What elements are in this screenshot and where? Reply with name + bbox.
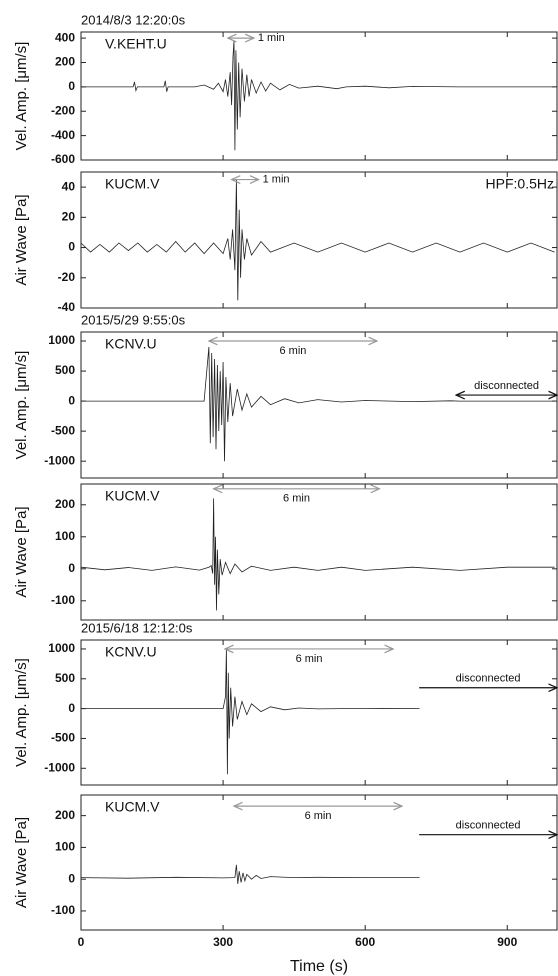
panel-frame bbox=[80, 331, 558, 479]
y-tick-label: -200 bbox=[51, 103, 75, 117]
y-tick-label: 20 bbox=[62, 210, 76, 224]
annotation-label: disconnected bbox=[456, 673, 521, 685]
y-axis-label: Vel. Amp. [μm/s] bbox=[13, 658, 30, 767]
waveform bbox=[81, 179, 555, 301]
panel-date: 2015/6/18 12:12:0s bbox=[81, 620, 193, 635]
y-tick-label: -600 bbox=[51, 152, 75, 166]
y-tick-label: 200 bbox=[55, 55, 75, 69]
y-axis-label: Air Wave [Pa] bbox=[13, 817, 30, 908]
x-tick-label: 300 bbox=[213, 935, 233, 949]
y-axis-label: Vel. Amp. [μm/s] bbox=[13, 351, 30, 460]
plot-area bbox=[81, 179, 555, 301]
waveform bbox=[81, 40, 555, 151]
panel: -1000 -500 0 500 1000 Vel. Amp. [μm/s] 2015/5/… bbox=[13, 312, 558, 479]
panel: -40 -20 0 20 40 Air Wave [Pa] KUCM.V HPF:0.5Hz 1… bbox=[13, 171, 558, 314]
y-tick-label: 0 bbox=[68, 871, 75, 885]
station-label: V.KEHT.U bbox=[105, 36, 167, 52]
y-tick-label: 0 bbox=[68, 561, 75, 575]
waveform bbox=[81, 864, 420, 884]
y-tick-label: 40 bbox=[62, 179, 76, 193]
panel: -100 0 100 200 0 300 600 900 Time (s) Air Wave [P… bbox=[13, 794, 558, 975]
y-tick-label: 1000 bbox=[48, 333, 75, 347]
y-tick-label: -500 bbox=[51, 731, 75, 745]
y-axis-label: Air Wave [Pa] bbox=[13, 506, 30, 597]
station-label: KUCM.V bbox=[105, 488, 160, 504]
panel: -100 0 100 200 Air Wave [Pa] KUCM.V 6 min bbox=[13, 483, 558, 621]
y-tick-label: -40 bbox=[58, 300, 76, 314]
annotation-label: 6 min bbox=[279, 345, 306, 357]
panel-frame bbox=[80, 31, 558, 161]
panel: -1000 -500 0 500 1000 Vel. Amp. [μm/s] 2015/6/… bbox=[13, 620, 558, 786]
y-axis-label: Air Wave [Pa] bbox=[13, 194, 30, 285]
waveform bbox=[81, 648, 420, 775]
filter-label: HPF:0.5Hz bbox=[486, 176, 554, 192]
y-tick-label: 100 bbox=[55, 529, 75, 543]
y-tick-label: 400 bbox=[55, 30, 75, 44]
station-label: KCNV.U bbox=[105, 644, 157, 660]
plot-area bbox=[81, 40, 555, 151]
y-tick-label: 500 bbox=[55, 363, 75, 377]
annotation-label: 6 min bbox=[305, 810, 332, 822]
y-tick-label: -100 bbox=[51, 593, 75, 607]
panel-frame bbox=[80, 171, 558, 309]
station-label: KUCM.V bbox=[105, 176, 160, 192]
y-axis-label: Vel. Amp. [μm/s] bbox=[13, 42, 30, 151]
x-tick-label: 600 bbox=[355, 935, 375, 949]
y-tick-label: 0 bbox=[68, 701, 75, 715]
x-tick-label: 900 bbox=[497, 935, 517, 949]
y-tick-label: -500 bbox=[51, 423, 75, 437]
x-axis-label: Time (s) bbox=[290, 958, 348, 975]
annotation-label: 6 min bbox=[296, 653, 323, 665]
annotation-label: disconnected bbox=[474, 380, 539, 392]
waveform bbox=[81, 346, 555, 462]
y-tick-label: 100 bbox=[55, 840, 75, 854]
y-tick-label: -1000 bbox=[44, 760, 75, 774]
panel-date: 2014/8/3 12:20:0s bbox=[81, 12, 186, 27]
panel: -600 -400 -200 0 200 400 Vel. Amp. [μm/s] 2014/… bbox=[13, 12, 558, 166]
y-tick-label: 200 bbox=[55, 497, 75, 511]
panel-frame bbox=[80, 639, 558, 786]
station-label: KUCM.V bbox=[105, 799, 160, 815]
y-tick-label: -400 bbox=[51, 128, 75, 142]
y-tick-label: 0 bbox=[68, 240, 75, 254]
y-tick-label: 0 bbox=[68, 393, 75, 407]
annotation-label: 1 min bbox=[263, 173, 290, 185]
annotation-label: disconnected bbox=[456, 820, 521, 832]
y-tick-label: 200 bbox=[55, 808, 75, 822]
y-tick-label: -20 bbox=[58, 270, 76, 284]
y-tick-label: -100 bbox=[51, 903, 75, 917]
y-tick-label: 1000 bbox=[48, 641, 75, 655]
annotation-label: 6 min bbox=[283, 493, 310, 505]
plot-area bbox=[81, 864, 420, 884]
x-tick-label: 0 bbox=[78, 935, 85, 949]
station-label: KCNV.U bbox=[105, 336, 157, 352]
y-tick-label: 0 bbox=[68, 79, 75, 93]
waveform bbox=[81, 498, 555, 611]
plot-area bbox=[81, 346, 555, 462]
panel-frame bbox=[80, 794, 558, 931]
plot-area bbox=[81, 498, 555, 611]
y-tick-label: 500 bbox=[55, 671, 75, 685]
panel-date: 2015/5/29 9:55:0s bbox=[81, 312, 186, 327]
plot-area bbox=[81, 648, 420, 775]
panel-frame bbox=[80, 483, 558, 621]
annotation-label: 1 min bbox=[258, 32, 285, 44]
y-tick-label: -1000 bbox=[44, 453, 75, 467]
